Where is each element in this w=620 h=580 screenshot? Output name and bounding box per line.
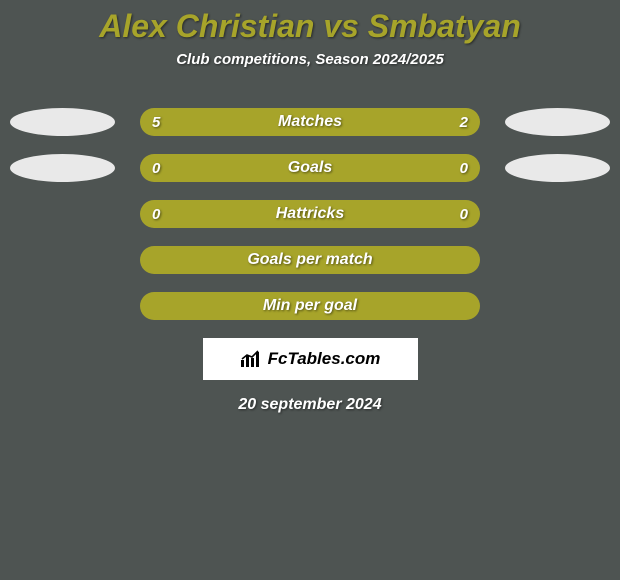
stat-bar: Goals per match: [140, 246, 480, 274]
stat-value-left: 0: [152, 154, 160, 182]
stat-row: Hattricks0 0: [0, 200, 620, 228]
stat-row: Matches5 2: [0, 108, 620, 136]
date-line: 20 september 2024: [0, 396, 620, 414]
stat-bar: Goals0 0: [140, 154, 480, 182]
stat-bar: Min per goal: [140, 292, 480, 320]
stat-label: Goals: [140, 154, 480, 182]
stat-value-right: 0: [460, 154, 468, 182]
player2-name: Smbatyan: [368, 8, 521, 44]
stat-bar: Hattricks0 0: [140, 200, 480, 228]
stat-value-left: 5: [152, 108, 160, 136]
logo-text: FcTables.com: [268, 349, 381, 369]
team-badge-left: [10, 154, 115, 182]
stat-value-right: 2: [460, 108, 468, 136]
stat-rows: Matches52Goals00Hattricks00Goals per mat…: [0, 108, 620, 320]
stat-label: Min per goal: [140, 292, 480, 320]
vs-text: vs: [323, 8, 359, 44]
team-badge-left: [10, 108, 115, 136]
stat-value-right: 0: [460, 200, 468, 228]
stat-row: Min per goal: [0, 292, 620, 320]
team-badge-right: [505, 154, 610, 182]
player1-name: Alex Christian: [99, 8, 314, 44]
stat-value-left: 0: [152, 200, 160, 228]
page-title: Alex Christian vs Smbatyan: [0, 0, 620, 45]
stat-row: Goals per match: [0, 246, 620, 274]
team-badge-right: [505, 108, 610, 136]
stat-row: Goals0 0: [0, 154, 620, 182]
subtitle: Club competitions, Season 2024/2025: [0, 51, 620, 68]
stat-label: Hattricks: [140, 200, 480, 228]
stat-label: Goals per match: [140, 246, 480, 274]
stat-bar: Matches5 2: [140, 108, 480, 136]
comparison-widget: Alex Christian vs Smbatyan Club competit…: [0, 0, 620, 580]
chart-icon: [240, 350, 262, 368]
logo-box[interactable]: FcTables.com: [203, 338, 418, 380]
stat-label: Matches: [140, 108, 480, 136]
